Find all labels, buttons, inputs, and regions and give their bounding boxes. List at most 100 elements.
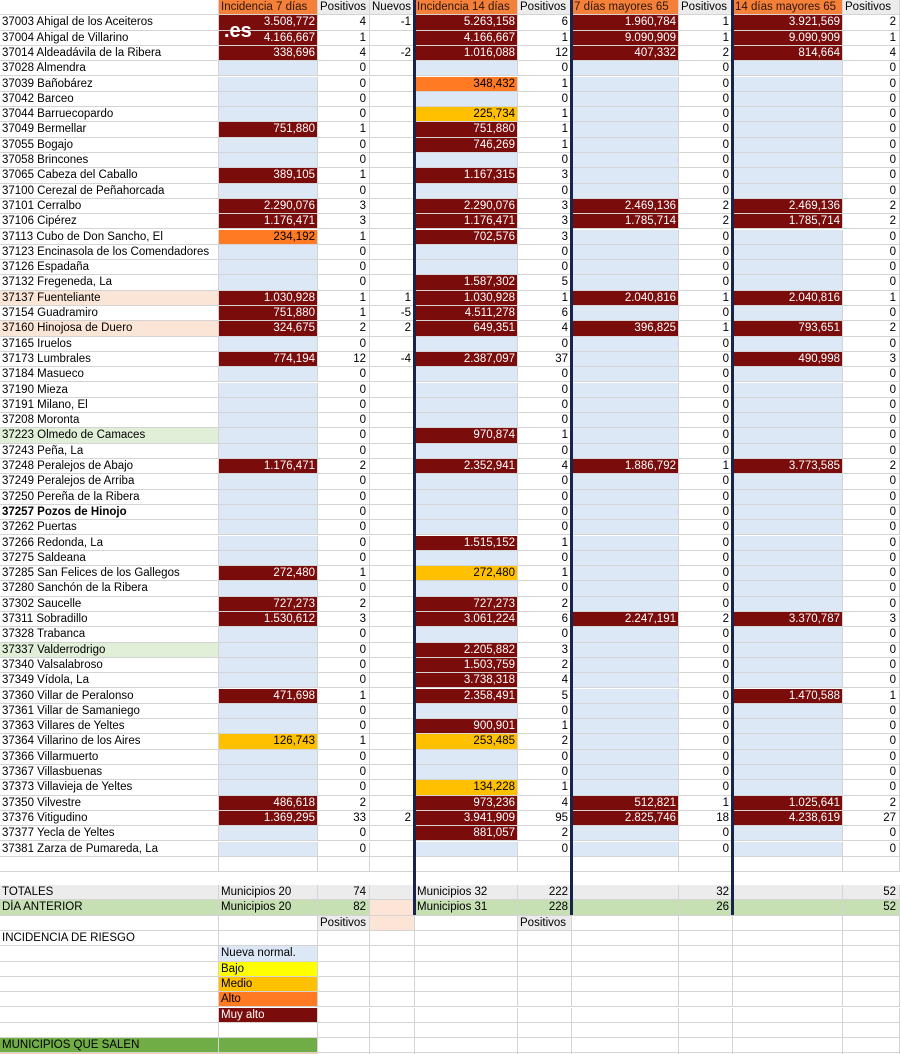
totales-posm7[interactable]: 32 — [679, 885, 733, 901]
mayores-65-7-cell[interactable] — [572, 275, 679, 291]
positivos-may-7-cell[interactable]: 0 — [679, 703, 733, 720]
municipio-name[interactable]: 37364 Villarino de los Aires — [0, 734, 219, 750]
incidencia-14-cell[interactable]: 970,874 — [415, 428, 518, 444]
nuevos-cell[interactable] — [370, 198, 415, 215]
mayores-65-7-cell[interactable] — [572, 489, 679, 505]
mayores-65-7-cell[interactable] — [572, 76, 679, 92]
municipio-name[interactable]: 37113 Cubo de Don Sancho, El — [0, 229, 219, 245]
positivos-label-b[interactable]: Positivos — [518, 915, 572, 931]
positivos-may-7-cell[interactable]: 0 — [679, 137, 733, 153]
nuevos-cell[interactable] — [370, 596, 415, 612]
legend-cell[interactable] — [318, 1022, 370, 1039]
municipio-name[interactable]: 37243 Peña, La — [0, 443, 219, 459]
legend-cell[interactable] — [0, 976, 219, 993]
incidencia-14-cell[interactable]: 1.503,759 — [415, 657, 518, 674]
positivos-may-7-cell[interactable]: 0 — [679, 719, 733, 735]
mayores-65-7-cell[interactable]: 1.886,792 — [572, 459, 679, 475]
municipio-name[interactable]: 37302 Saucelle — [0, 596, 219, 612]
nuevos-cell[interactable] — [370, 795, 415, 811]
positivos-label-a[interactable]: Positivos — [318, 915, 370, 931]
positivos-14-cell[interactable]: 0 — [518, 244, 572, 261]
incidencia-7-cell[interactable]: 727,273 — [219, 596, 318, 612]
nuevos-cell[interactable] — [370, 780, 415, 796]
positivos-14-cell[interactable]: 6 — [518, 306, 572, 322]
positivos-14-cell[interactable]: 0 — [518, 443, 572, 459]
legend-cell[interactable] — [518, 976, 572, 993]
mayores-65-14-cell[interactable]: 3.370,787 — [733, 612, 843, 628]
incidencia-14-cell[interactable]: 5.263,158 — [415, 15, 518, 31]
positivos-14-cell[interactable]: 3 — [518, 198, 572, 215]
nuevos-cell[interactable] — [370, 612, 415, 628]
incidencia-7-cell[interactable]: 1.369,295 — [219, 810, 318, 827]
incidencia-7-cell[interactable] — [219, 397, 318, 414]
positivos-7-cell[interactable]: 1 — [318, 566, 370, 582]
positivos-may-14-cell[interactable]: 0 — [843, 107, 900, 123]
nuevos-cell[interactable] — [370, 657, 415, 674]
incidencia-14-cell[interactable]: 1.515,152 — [415, 535, 518, 551]
positivos-7-cell[interactable]: 0 — [318, 260, 370, 276]
incidencia-14-cell[interactable]: 253,485 — [415, 734, 518, 750]
positivos-14-cell[interactable]: 1 — [518, 107, 572, 123]
incidencia-14-cell[interactable] — [415, 336, 518, 352]
mayores-65-7-cell[interactable] — [572, 719, 679, 735]
municipio-name[interactable]: 37337 Valderrodrigo — [0, 642, 219, 658]
positivos-7-cell[interactable]: 33 — [318, 810, 370, 827]
nuevos-cell[interactable] — [370, 504, 415, 521]
header-pos7[interactable]: Positivos — [318, 0, 370, 16]
positivos-may-14-cell[interactable]: 0 — [843, 657, 900, 674]
incidencia-7-cell[interactable] — [219, 550, 318, 567]
incidencia-7-cell[interactable]: 1.176,471 — [219, 459, 318, 475]
municipio-name[interactable]: 37280 Sanchón de la Ribera — [0, 581, 219, 597]
incidencia-14-cell[interactable] — [415, 489, 518, 505]
nuevos-cell[interactable] — [370, 413, 415, 429]
positivos-14-cell[interactable]: 2 — [518, 734, 572, 750]
nuevos-cell[interactable] — [370, 428, 415, 444]
incidencia-14-cell[interactable] — [415, 367, 518, 383]
positivos-may-14-cell[interactable]: 0 — [843, 719, 900, 735]
municipio-name[interactable]: 37285 San Felices de los Gallegos — [0, 566, 219, 582]
positivos-may-7-cell[interactable]: 1 — [679, 795, 733, 811]
mayores-65-14-cell[interactable] — [733, 642, 843, 658]
positivos-7-cell[interactable]: 0 — [318, 826, 370, 842]
positivos-7-cell[interactable]: 0 — [318, 657, 370, 674]
incidencia-14-cell[interactable]: 1.176,471 — [415, 214, 518, 230]
positivos-may-7-cell[interactable]: 0 — [679, 76, 733, 92]
nuevos-cell[interactable] — [370, 275, 415, 291]
mayores-65-14-cell[interactable]: 1.785,714 — [733, 214, 843, 230]
positivos-14-cell[interactable]: 1 — [518, 30, 572, 46]
incidencia-14-cell[interactable] — [415, 504, 518, 521]
legend-cell[interactable] — [370, 1007, 415, 1023]
positivos-14-cell[interactable]: 1 — [518, 290, 572, 306]
mayores-65-14-cell[interactable] — [733, 76, 843, 92]
municipio-name[interactable]: 37014 Aldeadávila de la Ribera — [0, 45, 219, 62]
incidencia-14-cell[interactable]: 746,269 — [415, 137, 518, 153]
legend-level-0[interactable]: Nueva normal. — [219, 946, 318, 962]
header-posmay14[interactable]: Positivos — [843, 0, 900, 16]
municipio-name[interactable]: 37190 Mieza — [0, 382, 219, 398]
positivos-may-7-cell[interactable]: 0 — [679, 428, 733, 444]
incidencia-7-cell[interactable] — [219, 504, 318, 521]
municipio-name[interactable]: 37165 Iruelos — [0, 336, 219, 352]
incidencia-14-cell[interactable]: 900,901 — [415, 719, 518, 735]
nuevos-cell[interactable]: 1 — [370, 290, 415, 306]
legend-cell[interactable] — [843, 931, 900, 947]
municipio-name[interactable]: 37208 Moronta — [0, 413, 219, 429]
incidencia-14-cell[interactable] — [415, 382, 518, 398]
nuevos-cell[interactable] — [370, 30, 415, 46]
municipio-name[interactable]: 37275 Saldeana — [0, 550, 219, 567]
positivos-14-cell[interactable]: 0 — [518, 397, 572, 414]
positivos-may-7-cell[interactable]: 0 — [679, 765, 733, 781]
incidencia-14-cell[interactable]: 1.030,928 — [415, 290, 518, 306]
municipio-name[interactable]: 37249 Peralejos de Arriba — [0, 474, 219, 490]
positivos-14-cell[interactable]: 0 — [518, 367, 572, 383]
incidencia-7-cell[interactable] — [219, 61, 318, 77]
mayores-65-14-cell[interactable] — [733, 719, 843, 735]
municipio-name[interactable]: 37266 Redonda, La — [0, 535, 219, 551]
municipio-name[interactable]: 37049 Bermellar — [0, 122, 219, 138]
mayores-65-7-cell[interactable] — [572, 581, 679, 597]
positivos-may-7-cell[interactable]: 0 — [679, 107, 733, 123]
incidencia-7-cell[interactable] — [219, 657, 318, 674]
legend-cell[interactable] — [0, 992, 219, 1008]
incidencia-7-cell[interactable] — [219, 703, 318, 720]
incidencia-7-cell[interactable] — [219, 367, 318, 383]
